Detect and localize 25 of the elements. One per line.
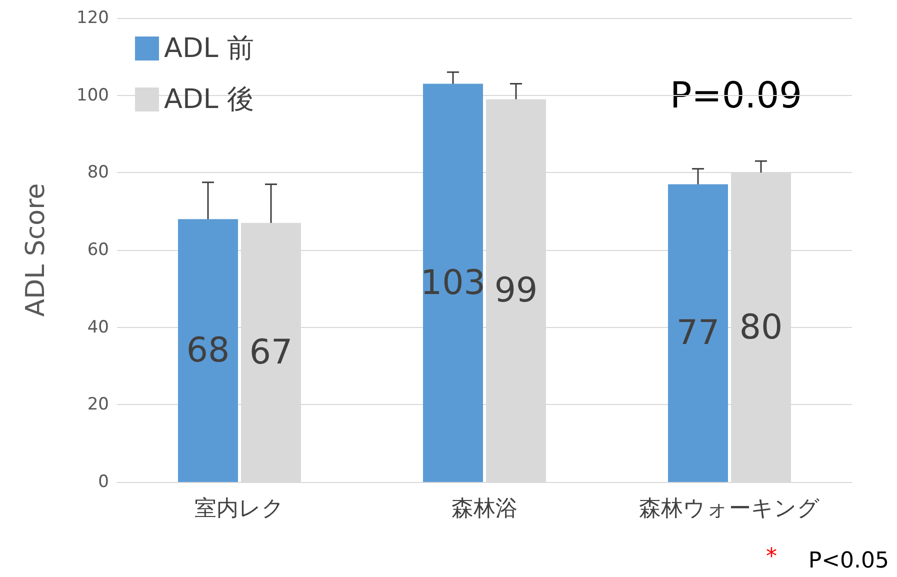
legend-label: ADL 前 (164, 33, 254, 64)
text: P<0.05 (808, 548, 890, 574)
y-tick-label: 20 (87, 394, 109, 415)
text: * (766, 544, 777, 570)
data-label: 68 (186, 330, 230, 371)
y-tick-label: 80 (87, 162, 109, 183)
data-label: 103 (420, 262, 486, 303)
data-label: 80 (739, 307, 783, 348)
y-tick-label: 40 (87, 317, 109, 338)
bar (423, 84, 483, 482)
bar (668, 184, 728, 482)
y-tick-label: 60 (87, 240, 109, 260)
y-tick-label: 100 (76, 85, 109, 106)
x-tick-label: 森林ウォーキング (639, 496, 820, 522)
annotation: P=0.09 (670, 76, 802, 116)
data-label: 67 (249, 332, 293, 372)
x-tick-label: 森林浴 (452, 496, 518, 522)
data-label: 99 (494, 270, 538, 311)
legend-label: ADL 後 (164, 84, 254, 115)
data-label: 77 (676, 313, 720, 354)
y-axis-title: ADL Score (21, 183, 51, 317)
x-tick-label: 室内レク (194, 496, 284, 522)
bar (178, 219, 238, 482)
y-tick-label: 0 (98, 472, 109, 492)
y-tick-label: 120 (76, 8, 109, 28)
